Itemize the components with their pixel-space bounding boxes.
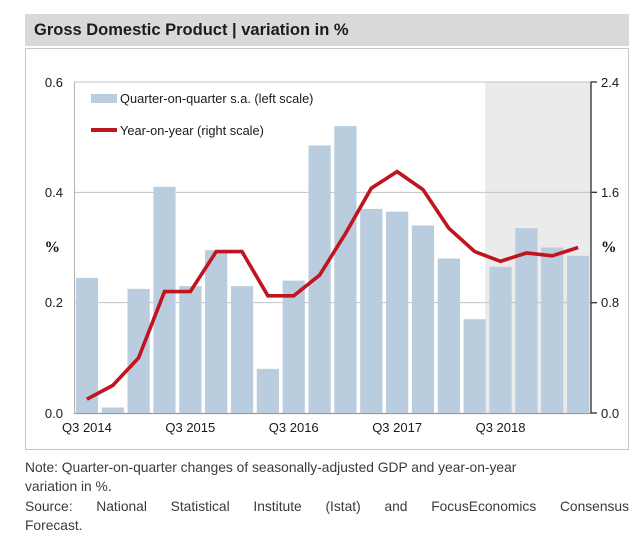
qoq-bar: [308, 145, 331, 414]
qoq-bar: [153, 186, 176, 413]
legend-item-yoy: Year-on-year (right scale): [91, 122, 264, 138]
left-axis-unit: %: [44, 239, 61, 256]
qoq-bar: [101, 407, 124, 413]
right-axis-tick-label: 1.6: [601, 184, 620, 200]
qoq-bar: [230, 286, 254, 413]
left-axis-tick-label: 0.4: [44, 184, 63, 200]
note-line-2: variation in %.: [25, 479, 112, 495]
qoq-bar: [360, 208, 383, 413]
legend-label-yoy: Year-on-year (right scale): [120, 122, 264, 138]
chart-footnote: Note: Quarter-on-quarter changes of seas…: [25, 458, 629, 535]
qoq-bar-swatch-icon: [91, 93, 117, 103]
x-axis-tick-label: Q3 2017: [372, 420, 423, 435]
qoq-bar: [127, 288, 150, 413]
x-axis-tick-label: Q3 2018: [475, 420, 526, 435]
right-axis-tick-label: 0.0: [601, 405, 620, 421]
qoq-bar: [256, 368, 279, 413]
left-axis-tick-label: 0.0: [44, 405, 63, 421]
right-axis-tick-label: 0.8: [601, 295, 620, 311]
note-line-1: Note: Quarter-on-quarter changes of seas…: [25, 460, 517, 475]
chart-title: Gross Domestic Product | variation in %: [34, 21, 349, 39]
legend-item-qoq: Quarter-on-quarter s.a. (left scale): [91, 90, 313, 106]
qoq-bar: [515, 228, 538, 413]
chart-title-bar: Gross Domestic Product | variation in %: [25, 14, 629, 46]
qoq-bar: [463, 319, 486, 413]
qoq-bar: [541, 247, 564, 413]
qoq-bar: [75, 277, 99, 413]
source-line-2: Forecast.: [25, 517, 83, 533]
qoq-bar: [179, 286, 202, 413]
left-axis-tick-label: 0.2: [44, 295, 63, 311]
qoq-bar: [205, 250, 228, 413]
qoq-bar: [386, 211, 409, 413]
x-axis-tick-label: Q3 2015: [165, 420, 216, 435]
qoq-bar: [334, 126, 357, 413]
left-axis-tick-label: 0.6: [44, 74, 63, 90]
qoq-bar: [566, 255, 590, 413]
yoy-line: [86, 169, 579, 401]
x-axis-tick-label: Q3 2016: [268, 420, 319, 435]
qoq-bar: [411, 225, 435, 413]
qoq-bar: [437, 258, 460, 413]
qoq-bar: [489, 266, 512, 413]
legend-label-qoq: Quarter-on-quarter s.a. (left scale): [120, 90, 314, 106]
source-line-1: Source: National Statistical Institute (…: [25, 498, 629, 514]
right-axis-tick-label: 2.4: [601, 74, 620, 90]
qoq-bar: [282, 280, 305, 413]
right-axis-unit: %: [601, 239, 617, 256]
x-axis-tick-label: Q3 2014: [61, 420, 112, 435]
yoy-line-swatch-icon: [91, 128, 117, 132]
